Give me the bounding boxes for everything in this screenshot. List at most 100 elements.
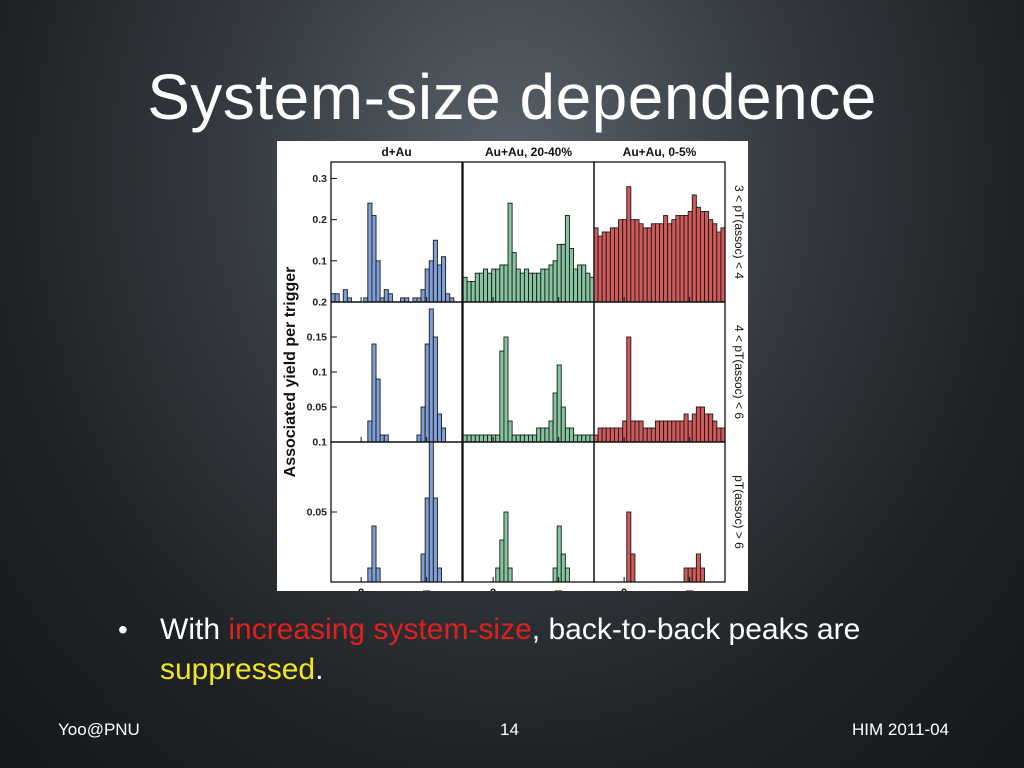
histogram-bar [712,223,718,303]
histogram-bar [556,364,562,443]
histogram-bar [564,215,570,303]
histogram-bar [573,434,579,443]
histogram-bar [499,539,505,583]
histogram-bar [432,497,438,583]
histogram-bar [371,525,377,583]
histogram-bar [642,427,648,443]
histogram-bar [334,293,340,303]
histogram-bar [483,268,489,303]
histogram-bar [519,272,525,303]
histogram-bar [436,264,442,303]
panel-frame [462,441,595,583]
histogram-bar [483,434,489,443]
histogram-bar [699,210,705,303]
histogram-bar [601,427,607,443]
histogram-bar [667,420,673,443]
histogram-bar [491,434,497,443]
histogram-bar [638,223,644,303]
histogram-bar [614,227,620,303]
histogram-bar [683,567,689,583]
footer-page-number: 14 [500,720,519,739]
histogram-bar [650,223,656,303]
histogram-bar [667,223,673,303]
correlation-chart: 0.1 0.2 0.3 3 < pT(assoc) < 4 0.05 0.1 0.15 0.2… [282,145,746,591]
histogram-bar [609,427,615,443]
histogram-bar [371,343,377,443]
y-tick-label: 0.05 [307,402,328,414]
histogram-bar [495,567,501,583]
histogram-bar [544,427,550,443]
histogram-bar [503,264,509,303]
histogram-bar [695,206,701,303]
histogram-bar [424,497,430,583]
histogram-bar [704,210,710,303]
histogram-bar [560,406,566,443]
y-axis-title: Associated yield per trigger [282,267,299,478]
histogram-bar [428,441,434,583]
histogram-bar [564,427,570,443]
histogram-bar [387,293,393,303]
histogram-bar [675,215,681,303]
histogram-bar [445,293,451,303]
histogram-bar [495,268,501,303]
histogram-bar [478,434,484,443]
histogram-bar [699,406,705,443]
histogram-bar [375,260,381,303]
row-label: 4 < pT(assoc) < 6 [732,325,746,419]
histogram-bar [687,420,693,443]
histogram-bar [601,231,607,303]
histogram-bar [577,434,583,443]
histogram-bar [605,231,611,303]
histogram-bar [634,420,640,443]
histogram-bar [663,420,669,443]
histogram-bar [474,272,480,303]
histogram-bar [474,434,480,443]
histogram-bar [507,202,513,303]
histogram-bar [548,420,554,443]
panel-frame [330,301,463,443]
bullet-text-part1: With [160,613,229,646]
histogram-bar [634,219,640,303]
x-tick-label: π [422,586,430,591]
histogram-bar [367,420,373,443]
histogram-bar [548,264,554,303]
panel-frame [330,441,463,583]
histogram-bar [626,186,632,303]
bullet-text-part3: . [315,653,324,686]
y-tick-label: 0.3 [312,173,327,185]
x-tick-label: π [554,586,562,591]
histogram-bar [716,427,722,443]
bullet-text-part2: , back-to-back peaks are [531,613,861,646]
histogram-bar [687,567,693,583]
histogram-bar [560,243,566,303]
histogram-bar [379,434,385,443]
histogram-bar [675,420,681,443]
histogram-bar [383,289,389,303]
histogram-bar [552,392,558,443]
histogram-bar [577,264,583,303]
x-tick-label: 0 [490,586,497,591]
histogram-bar [581,264,587,303]
slide-title: System-size dependence [147,61,877,133]
histogram-bar [536,427,542,443]
histogram-bar [597,235,603,303]
footer-event: HIM 2011-04 [852,720,950,739]
histogram-bar [568,427,574,443]
histogram-bar [683,413,689,443]
histogram-bar [695,553,701,583]
histogram-bar [712,420,718,443]
histogram-bar [609,227,615,303]
histogram-bar [646,227,652,303]
y-tick-label: 0.1 [312,255,327,267]
histogram-bar [626,511,632,583]
histogram-bar [622,219,628,303]
histogram-bar [342,289,348,303]
histogram-bar [432,336,438,443]
y-tick-label: 0.1 [312,367,327,379]
histogram-bar [523,434,529,443]
histogram-bar [511,434,517,443]
correlation-figure: 0.1 0.2 0.3 3 < pT(assoc) < 4 0.05 0.1 0.15 0.2… [277,141,748,591]
histogram-bar [523,268,529,303]
histogram-bar [687,210,693,303]
histogram-bar [642,227,648,303]
